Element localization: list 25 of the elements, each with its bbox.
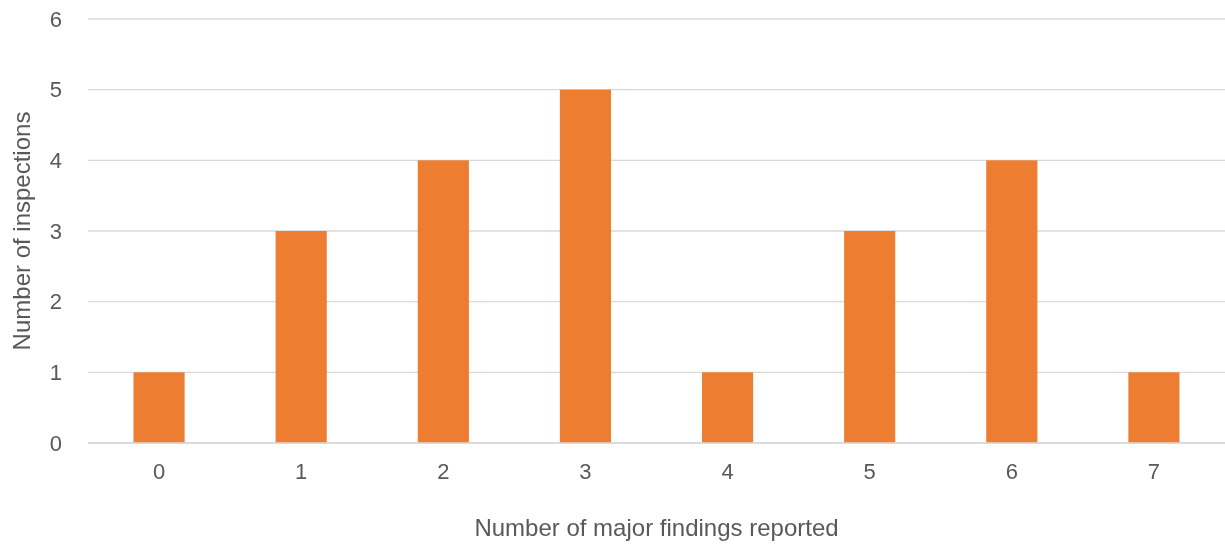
x-tick-label: 4 — [721, 459, 734, 484]
x-tick-label: 7 — [1147, 459, 1161, 484]
y-tick-label: 1 — [49, 360, 62, 386]
y-tick-label: 4 — [49, 148, 62, 174]
x-tick-label: 6 — [1005, 459, 1018, 484]
bar — [275, 231, 327, 443]
x-axis-title: Number of major findings reported — [474, 514, 839, 541]
x-tick-label: 5 — [863, 459, 876, 484]
y-tick-label: 3 — [49, 218, 62, 244]
bar — [133, 372, 185, 443]
x-tick-label: 3 — [579, 459, 592, 484]
bar — [417, 160, 469, 443]
y-axis-title: Number of inspections — [8, 111, 35, 351]
y-tick-label: 5 — [49, 77, 62, 103]
bar — [1128, 372, 1180, 443]
bar — [701, 372, 754, 443]
bar — [559, 89, 612, 443]
bar — [986, 160, 1038, 443]
x-tick-label: 1 — [295, 459, 308, 484]
y-tick-label: 0 — [49, 430, 62, 456]
bar — [844, 231, 896, 443]
x-tick-label: 2 — [437, 459, 450, 484]
x-tick-label: 0 — [152, 459, 166, 484]
y-tick-label: 2 — [49, 289, 62, 315]
y-tick-label: 6 — [49, 6, 62, 32]
